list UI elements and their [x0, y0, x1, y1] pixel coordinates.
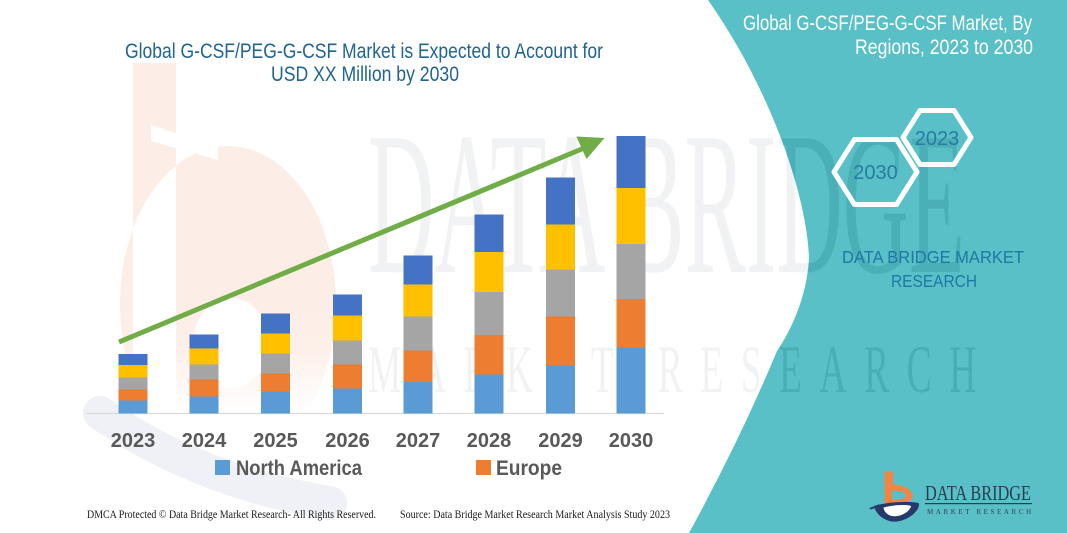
svg-text:DATA BRIDGE: DATA BRIDGE: [925, 481, 1031, 505]
svg-text:2025: 2025: [253, 430, 298, 452]
svg-text:2023: 2023: [111, 430, 156, 452]
svg-text:MARKET RESEARCH: MARKET RESEARCH: [927, 508, 1034, 516]
svg-text:North America: North America: [236, 457, 362, 480]
svg-text:2024: 2024: [182, 430, 227, 452]
svg-text:2027: 2027: [396, 430, 441, 452]
svg-text:2030: 2030: [853, 162, 898, 184]
svg-text:USD XX Million by 2030: USD XX Million by 2030: [271, 63, 459, 86]
svg-text:Regions, 2023 to 2030: Regions, 2023 to 2030: [855, 36, 1033, 59]
svg-text:RESEARCH: RESEARCH: [891, 271, 977, 291]
svg-text:2023: 2023: [915, 128, 960, 150]
svg-text:2028: 2028: [467, 430, 512, 452]
svg-text:Source: Data Bridge Market Res: Source: Data Bridge Market Research Mark…: [400, 509, 670, 521]
svg-text:DATA BRIDGE MARKET: DATA BRIDGE MARKET: [842, 247, 1024, 267]
svg-text:2029: 2029: [538, 430, 583, 452]
svg-text:Global G-CSF/PEG-G-CSF Market: Global G-CSF/PEG-G-CSF Market is Expecte…: [125, 40, 603, 63]
svg-text:Global G-CSF/PEG-G-CSF Market,: Global G-CSF/PEG-G-CSF Market, By: [743, 12, 1032, 35]
svg-text:2026: 2026: [325, 430, 370, 452]
svg-text:Europe: Europe: [496, 457, 562, 480]
svg-text:2030: 2030: [609, 430, 654, 452]
svg-text:DMCA Protected © Data Bridge M: DMCA Protected © Data Bridge Market Rese…: [87, 509, 376, 521]
